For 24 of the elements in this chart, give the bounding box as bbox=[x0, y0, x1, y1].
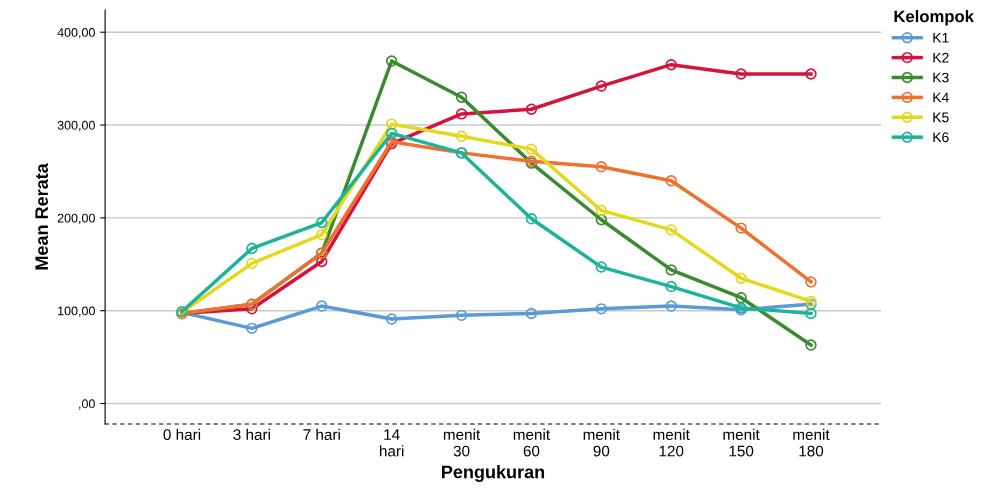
x-tick-label: 0 hari bbox=[163, 428, 201, 441]
legend-label: K2 bbox=[933, 52, 949, 63]
x-tick-label: menit 180 bbox=[793, 428, 830, 457]
y-tick-label: 200,00 bbox=[57, 213, 95, 224]
y-axis-title: Mean Rerata bbox=[35, 163, 49, 270]
x-tick-label: menit 150 bbox=[723, 428, 760, 457]
x-tick-label: 14 hari bbox=[379, 429, 404, 457]
x-tick-label: menit 120 bbox=[653, 428, 690, 457]
x-tick-label: 3 hari bbox=[233, 428, 270, 441]
y-tick-label: 300,00 bbox=[57, 120, 95, 132]
x-tick-label: menit 90 bbox=[583, 428, 620, 457]
legend-label: K6 bbox=[933, 132, 949, 143]
legend-title: Kelompok bbox=[894, 10, 974, 26]
x-tick-label: menit 60 bbox=[513, 428, 550, 457]
y-tick-label: 100,00 bbox=[58, 306, 95, 317]
x-axis-title: Pengukuran bbox=[442, 465, 545, 482]
x-tick-label: menit 30 bbox=[443, 428, 481, 457]
legend-label: K4 bbox=[933, 92, 949, 103]
legend-label: K5 bbox=[933, 112, 949, 123]
legend-label: K1 bbox=[933, 33, 949, 43]
legend-label: K3 bbox=[933, 72, 949, 83]
y-tick-label: 400,00 bbox=[57, 28, 95, 39]
y-tick-label: ,00 bbox=[79, 399, 95, 410]
x-tick-label: 7 hari bbox=[303, 428, 340, 441]
